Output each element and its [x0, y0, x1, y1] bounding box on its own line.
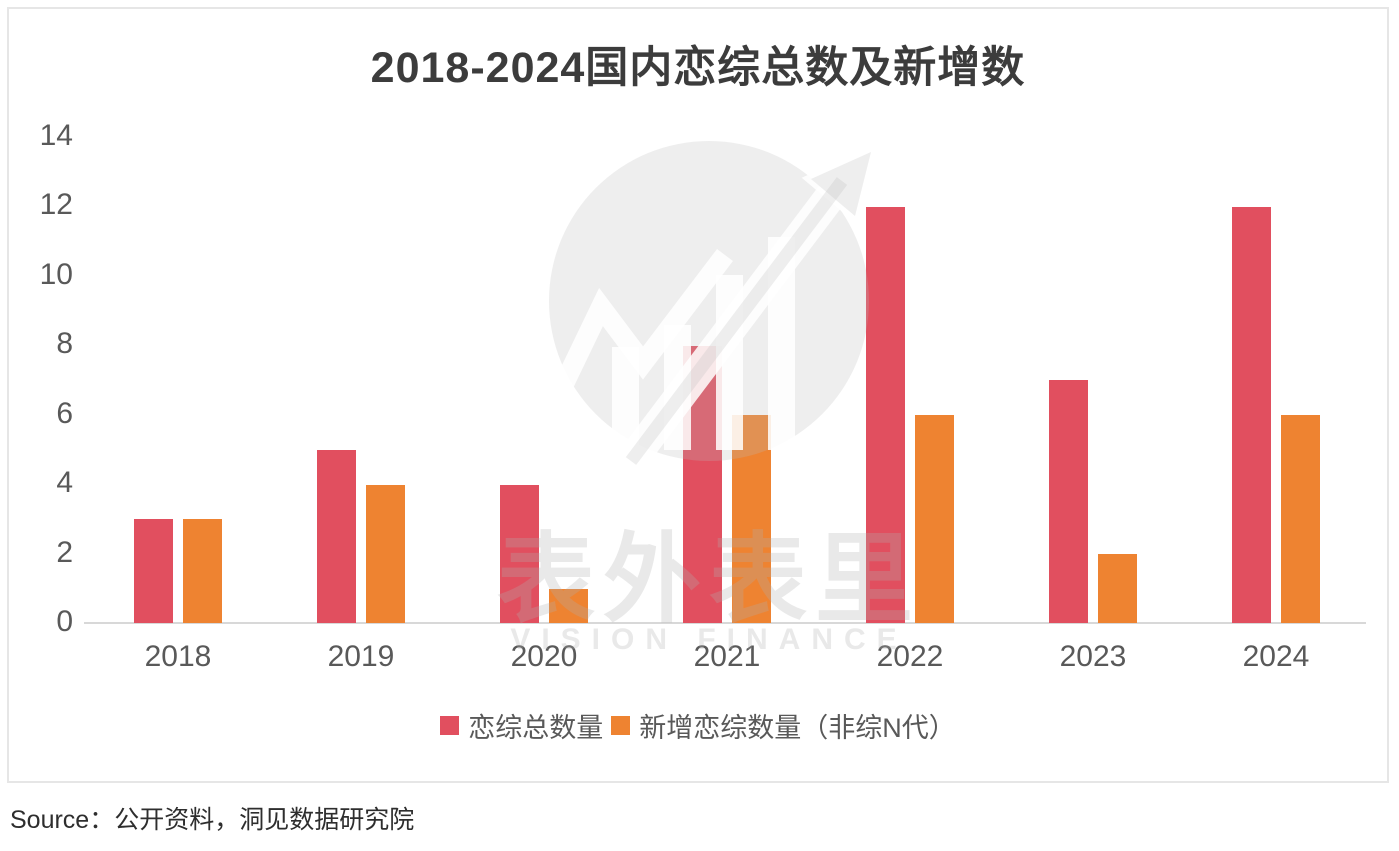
- y-axis-tick-label: 10: [39, 257, 73, 291]
- chart-title: 2018-2024国内恋综总数及新增数: [370, 44, 1026, 92]
- y-axis-tick-label: 6: [56, 396, 73, 430]
- plot-area: 0 2 4 6 8 10 12 14 2018 2019 2020 2021 2022 2023 2024: [9, 9, 1387, 781]
- bar-new-2019: [366, 484, 405, 624]
- legend-item-new: 新增恋综数量（非综N代）: [611, 706, 956, 745]
- legend-swatch-new-icon: [611, 715, 631, 735]
- y-axis-tick-label: 14: [39, 118, 73, 152]
- bar-new-2023: [1098, 554, 1137, 624]
- bar-new-2020: [549, 588, 588, 624]
- y-axis-tick-label: 12: [39, 188, 73, 222]
- bar-total-2018: [134, 519, 173, 624]
- x-axis-tick-label: 2024: [1242, 640, 1310, 673]
- bar-total-2019: [317, 449, 356, 624]
- y-axis-tick-label: 0: [56, 605, 73, 638]
- chart-card: 2018-2024国内恋综总数及新增数 0 2 4 6 8 10 12 14 2018 2019 2…: [7, 7, 1389, 783]
- x-axis-tick-label: 2020: [510, 640, 578, 673]
- x-axis-tick-label: 2021: [693, 640, 761, 673]
- x-axis-tick-label: 2018: [144, 640, 212, 673]
- x-axis-tick-label: 2019: [327, 640, 395, 673]
- y-axis-tick-label: 2: [56, 535, 73, 569]
- source-note: Source：公开资料，洞见数据研究院: [10, 806, 415, 834]
- bar-new-2022: [915, 415, 954, 624]
- x-axis-line: [84, 622, 1366, 624]
- bar-new-2024: [1281, 415, 1320, 624]
- legend-item-total: 恋综总数量: [440, 706, 603, 745]
- bar-total-2022: [866, 206, 905, 624]
- bar-new-2018: [183, 519, 222, 624]
- y-axis-tick-label: 8: [56, 327, 73, 361]
- bar-total-2024: [1232, 206, 1271, 624]
- bar-total-2021: [683, 345, 722, 624]
- bar-total-2020: [500, 484, 539, 624]
- legend-label-total: 恋综总数量: [468, 712, 604, 743]
- legend-label-new: 新增恋综数量（非综N代）: [639, 712, 956, 743]
- x-axis-tick-label: 2023: [1059, 640, 1127, 673]
- legend-swatch-total-icon: [440, 715, 460, 735]
- y-axis-tick-label: 4: [56, 466, 73, 500]
- legend: 恋综总数量 新增恋综数量（非综N代）: [9, 710, 1387, 743]
- bar-new-2021: [732, 415, 771, 624]
- x-axis-tick-label: 2022: [876, 640, 944, 673]
- bar-total-2023: [1049, 380, 1088, 624]
